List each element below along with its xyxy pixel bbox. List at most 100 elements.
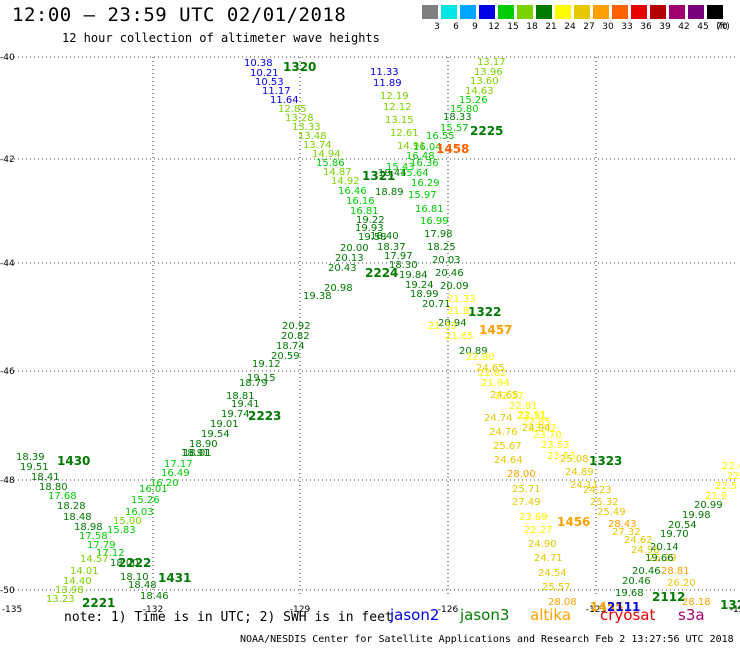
wave-height-value: 14.40 [63, 576, 92, 587]
wave-height-value: 24.89 [565, 467, 594, 478]
lon-tick-label: -120 [730, 605, 740, 615]
wave-height-value: 10.53 [255, 77, 284, 88]
wave-height-value: 18.44 [378, 168, 407, 179]
pass-time-label: 1457 [479, 323, 512, 337]
wave-height-value: 22.80 [466, 352, 495, 363]
lon-tick-label: -129 [290, 605, 311, 615]
wave-height-value: 18.01 [183, 448, 212, 459]
wave-height-value: 24.71 [534, 553, 563, 564]
wave-height-value: 24.96 [631, 545, 660, 556]
wave-height-value: 17.79 [87, 540, 116, 551]
wave-height-value: 16.03 [125, 507, 154, 518]
wave-height-value: 25.49 [597, 507, 626, 518]
lon-tick-label: -135 [2, 605, 22, 615]
wave-height-value: 24.11 [570, 480, 599, 491]
wave-height-value: 16.48 [406, 151, 435, 162]
pass-time-label: 2224 [365, 266, 398, 280]
legend-label: 18 [526, 22, 538, 32]
pass-time-label: 1320 [283, 60, 316, 74]
wave-height-value: 22.51 [518, 410, 547, 421]
wave-height-value: 20.03 [432, 255, 461, 266]
wave-height-value: 16.04 [413, 142, 442, 153]
wave-height-value: 20.94 [438, 318, 467, 329]
wave-height-value: 22.85 [522, 417, 551, 428]
wave-height-value: 13.96 [474, 67, 503, 78]
wave-height-value: 16.99 [420, 216, 449, 227]
wave-height-value: 18.80 [39, 482, 68, 493]
legend-unit: (ft) [716, 22, 730, 32]
wave-height-value: 19.22 [356, 215, 385, 226]
wave-height-value: 21.65 [445, 331, 474, 342]
lat-tick-label: -46 [0, 367, 15, 377]
wave-height-value: 20.09 [440, 281, 469, 292]
wave-height-value: 13.15 [385, 115, 414, 126]
wave-height-value: 20.43 [328, 263, 357, 274]
wave-height-value: 16.29 [411, 178, 440, 189]
wave-height-value: 24.94 [522, 423, 551, 434]
legend-label: 39 [659, 22, 671, 32]
legend-swatch [688, 5, 704, 19]
wave-height-value: 19.93 [355, 223, 384, 234]
wave-height-value: 18.30 [389, 260, 418, 271]
wave-height-value: 20.98 [324, 283, 353, 294]
pass-time-label: 1431 [158, 571, 191, 585]
wave-height-value: 10.21 [250, 68, 279, 79]
pass-time-label: 2112 [652, 590, 685, 604]
legend-label: 21 [545, 22, 557, 32]
legend-swatch [422, 5, 438, 19]
wave-height-value: 25.39 [648, 553, 677, 564]
wave-height-value: 28.08 [548, 597, 577, 608]
wave-height-value: 24.62 [624, 535, 653, 546]
wave-height-value: 14.01 [70, 566, 99, 577]
pass-time-label: 2225 [470, 124, 503, 138]
legend-swatch [517, 5, 533, 19]
wave-height-value: 19.01 [210, 419, 239, 430]
legend-label: 24 [564, 22, 576, 32]
wave-height-value: 20.99 [694, 500, 723, 511]
legend-swatch [650, 5, 666, 19]
wave-height-value: 13.98 [55, 585, 84, 596]
wave-height-value: 19.15 [247, 373, 276, 384]
wave-height-value: 25.57 [542, 582, 571, 593]
wave-height-value: 19.38 [303, 291, 332, 302]
wave-height-value: 11.17 [262, 86, 291, 97]
wave-height-value: 15.26 [131, 495, 160, 506]
satellite-name: jason3 [460, 606, 510, 624]
legend-label: 27 [583, 22, 595, 32]
wave-height-value: 15.64 [400, 168, 429, 179]
lat-tick-label: -40 [0, 53, 15, 63]
wave-height-value: 19.24 [405, 280, 434, 291]
legend-swatch [460, 5, 476, 19]
legend-swatch [574, 5, 590, 19]
legend-swatch [498, 5, 514, 19]
lat-tick-label: -42 [0, 155, 15, 165]
wave-height-value: 18.33 [443, 112, 472, 123]
wave-height-value: 22.5 [715, 481, 737, 492]
pass-time-label: 1321 [362, 169, 395, 183]
wave-height-value: 18.98 [74, 522, 103, 533]
wave-height-value: 21.94 [481, 378, 510, 389]
legend-label: 45 [697, 22, 709, 32]
wave-height-value: 14.87 [323, 167, 352, 178]
wave-height-value: 20.14 [650, 542, 679, 553]
wave-height-value: 15.57 [440, 123, 469, 134]
wave-height-value: 18.79 [239, 378, 268, 389]
pass-time-label: 1322 [468, 305, 501, 319]
wave-height-value: 17.17 [164, 459, 193, 470]
wave-height-value: 20.46 [622, 576, 651, 587]
wave-height-value: 18.39 [16, 452, 45, 463]
legend-swatch [612, 5, 628, 19]
wave-height-value: 16.55 [426, 131, 455, 142]
wave-height-value: 22.4 [722, 461, 740, 472]
wave-height-value: 16.46 [338, 186, 367, 197]
wave-height-value: 14.91 [397, 141, 426, 152]
wave-height-value: 20.13 [335, 253, 364, 264]
wave-height-value: 13.28 [285, 113, 314, 124]
wave-height-value: 13.60 [470, 76, 499, 87]
wave-height-value: 20.92 [282, 321, 311, 332]
wave-height-value: 15.43 [386, 162, 415, 173]
wave-height-value: 20.59 [271, 351, 300, 362]
wave-height-value: 19.41 [231, 399, 260, 410]
wave-height-value: 24.65 [490, 390, 519, 401]
legend-label: 42 [678, 22, 690, 32]
